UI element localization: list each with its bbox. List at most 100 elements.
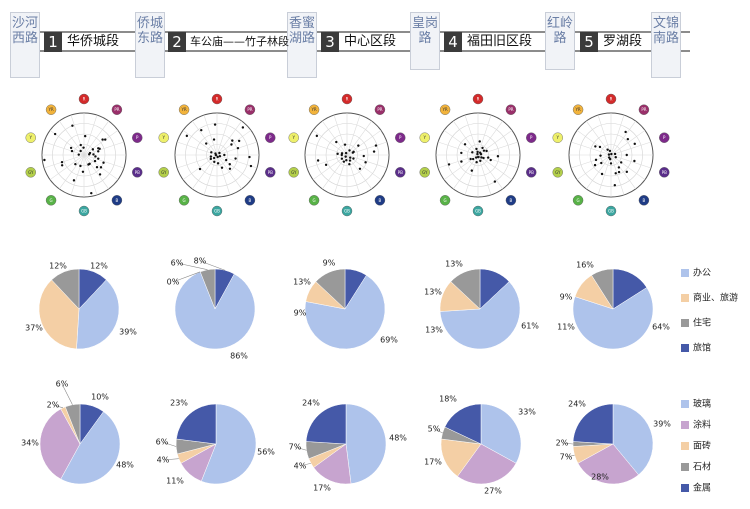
polar-grid-spoke — [216, 120, 242, 156]
scatter-point — [248, 155, 251, 159]
polar-grid-spoke — [322, 120, 348, 156]
polar-grid-spoke — [59, 154, 85, 190]
polar-hue-label-text: B — [643, 198, 646, 203]
polar-hue-label: B — [111, 195, 123, 206]
polar-hue-label-text: PR — [114, 107, 119, 112]
legend-item: 住宅 — [681, 317, 711, 329]
legend-item: 旅馆 — [681, 342, 711, 354]
polar-grid-spoke — [83, 154, 109, 190]
scatter-point — [225, 158, 228, 162]
polar-grid-spoke — [322, 154, 348, 190]
polar-grid-spoke — [346, 120, 372, 156]
scatter-point — [213, 123, 217, 126]
scatter-point — [607, 153, 611, 156]
scatter-point — [70, 149, 74, 153]
polar-hue-label-text: G — [444, 198, 447, 203]
pie-slice — [480, 403, 522, 464]
polar-hue-label-text: G — [183, 198, 186, 203]
polar-hue-dot — [374, 104, 386, 115]
scatter-point — [608, 149, 612, 153]
scatter-point — [600, 161, 603, 165]
scatter-point — [489, 158, 492, 162]
polar-hue-label-text: GY — [161, 170, 167, 175]
polar-hue-dot — [341, 205, 353, 217]
scatter-point — [216, 155, 219, 159]
polar-grid-spoke — [83, 154, 98, 196]
polar-grid-spoke — [453, 120, 479, 156]
header-bottom-line — [10, 50, 690, 52]
scatter-point — [212, 156, 216, 160]
scatter-point — [493, 180, 497, 183]
polar-hue-label: GY — [158, 167, 169, 178]
pie-leader-line — [294, 446, 307, 451]
pie-slice — [64, 403, 81, 445]
polar-hue-label: YR — [178, 104, 190, 115]
polar-grid-spoke — [83, 154, 125, 169]
scatter-point — [198, 167, 202, 171]
scatter-point — [77, 153, 80, 156]
scatter-point — [228, 163, 231, 166]
polar-hue-label: YR — [572, 104, 584, 115]
scatter-point — [185, 134, 189, 138]
scatter-point — [102, 161, 105, 164]
polar-hue-dot — [244, 104, 256, 115]
polar-hue-label: PR — [505, 104, 517, 115]
scatter-point — [624, 130, 627, 134]
pie-leader-line — [176, 262, 208, 271]
polar-hue-dot — [419, 167, 430, 178]
polar-hue-dot — [178, 195, 190, 206]
polar-hue-label: PR — [111, 104, 123, 115]
pie-percent-label: 24% — [568, 400, 586, 409]
polar-grid-spoke — [576, 154, 612, 180]
polar-grid-spoke — [610, 141, 652, 156]
scatter-point — [92, 153, 95, 156]
polar-hue-dot — [659, 132, 670, 143]
pie-slice — [444, 403, 482, 445]
polar-hue-dot — [526, 167, 537, 178]
segment-name-2: 车公庙——竹子林段 — [190, 35, 289, 48]
polar-hue-dot — [505, 195, 517, 206]
polar-grid-spoke — [477, 120, 503, 156]
polar-grid-spoke — [586, 154, 612, 190]
segment-number-5: 5 — [580, 32, 598, 52]
polar-grid-spoke — [70, 114, 85, 156]
polar-grid-spoke — [306, 141, 348, 156]
pie-percent-label: 6% — [56, 380, 69, 389]
pie-percent-label: 34% — [21, 439, 39, 448]
scatter-point — [593, 163, 597, 167]
polar-grid-spoke — [597, 154, 612, 196]
polar-hue-label-text: YR — [574, 107, 580, 112]
scatter-point — [475, 147, 478, 151]
road-label-6: 文锦南路 — [651, 12, 681, 78]
scatter-point — [482, 149, 486, 152]
polar-grid-spoke — [216, 154, 252, 180]
scatter-point — [95, 166, 99, 169]
polar-grid-spoke — [610, 130, 646, 156]
polar-hue-label: YR — [439, 104, 451, 115]
polar-hue-label: G — [572, 195, 584, 206]
pie-leader-line — [172, 271, 201, 283]
segment-name-5: 罗湖段 — [603, 34, 643, 49]
pie-percent-label: 13% — [445, 260, 463, 269]
scatter-point — [351, 151, 355, 154]
scatter-point — [617, 166, 621, 169]
pie-slice — [577, 443, 639, 485]
polar-hue-label: G — [45, 195, 57, 206]
polar-hue-label-text: P — [269, 135, 272, 140]
polar-hue-label-text: PR — [247, 107, 252, 112]
pie-slice — [439, 281, 521, 350]
polar-hue-label: Y — [25, 132, 36, 143]
scatter-point — [479, 153, 483, 156]
road-label-text: 皇岗路 — [411, 16, 438, 46]
polar-hue-label: PB — [659, 167, 670, 178]
pie-leader-line — [61, 383, 73, 405]
scatter-point — [340, 157, 344, 160]
polar-hue-dot — [659, 167, 670, 178]
scatter-point — [447, 163, 451, 166]
pie-leader-line — [299, 462, 312, 467]
pie-slice — [39, 408, 81, 480]
scatter-point — [469, 157, 472, 161]
pie-slice — [450, 268, 481, 310]
pie-percent-label: 6% — [156, 438, 169, 447]
scatter-point — [237, 139, 241, 143]
